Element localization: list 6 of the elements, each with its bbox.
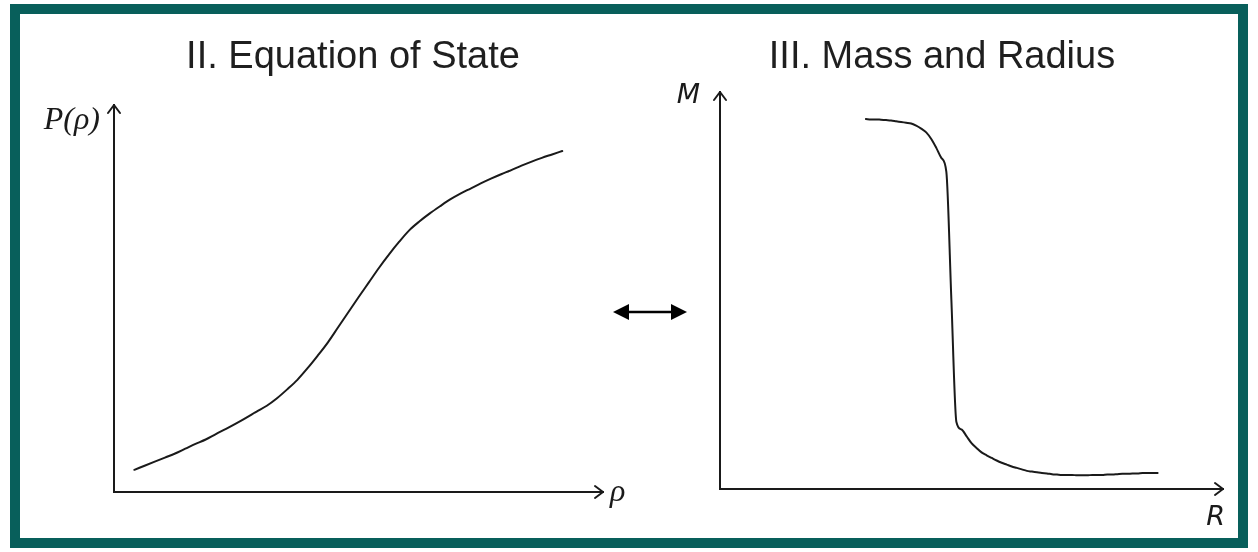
- y-axis-title: M: [676, 78, 700, 109]
- y-axis-title: P(ρ): [42, 100, 100, 136]
- chart-title: III. Mass and Radius: [768, 34, 1116, 76]
- x-axis-title: ρ: [609, 472, 626, 508]
- chart-title: II. Equation of State: [186, 34, 520, 76]
- x-axis-title: R: [1206, 500, 1225, 531]
